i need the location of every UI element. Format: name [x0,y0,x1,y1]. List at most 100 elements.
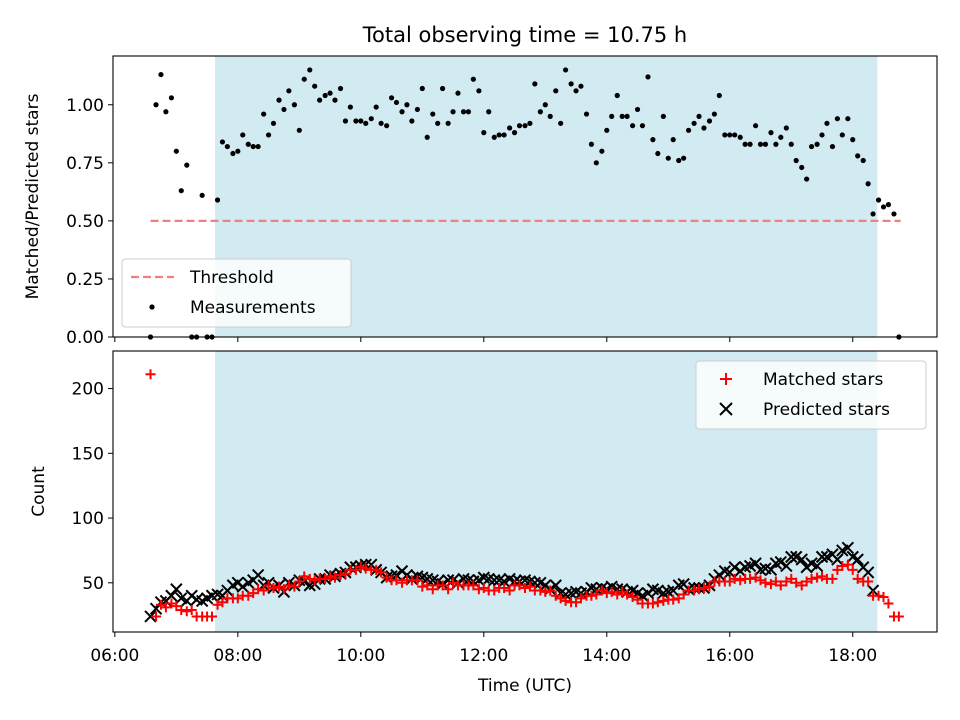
predicted-star-point [236,580,249,593]
measurement-point [301,76,307,82]
matched-star-point [791,577,802,588]
measurement-point [291,102,298,108]
predicted-star-point [774,555,788,569]
measurement-point [404,102,410,108]
predicted-star-point [861,566,875,579]
measurement-point [808,143,815,150]
bottom-axes-frame [112,350,938,633]
measurement-point [424,134,430,140]
matched-star-point [827,573,838,584]
measurement-point [752,123,759,129]
measurement-point [414,106,420,113]
measurement-point [850,137,856,143]
matched-star-point [520,582,530,593]
matched-star-point [186,604,197,615]
measurement-point [235,148,241,154]
y-axis-label: Count [29,466,49,517]
predicted-star-point [441,573,455,587]
x-tick-label: 06:00 [90,646,139,666]
predicted-star-point [390,568,403,582]
matched-star-point [852,573,863,584]
measurement-point [393,99,400,106]
matched-star-point [606,586,617,597]
matched-star-point [437,580,448,591]
predicted-star-point [866,584,880,597]
measurement-point [747,141,753,147]
measurement-point [855,153,861,159]
measurement-point [481,130,487,136]
measurement-point [875,197,882,203]
matched-star-point [335,570,346,581]
predicted-star-point [713,568,726,582]
measurement-point [250,143,256,150]
measurement-point [681,155,687,161]
measurement-point [240,132,246,138]
measurement-point [445,120,451,126]
measurement-point [691,120,697,126]
measurement-point [419,85,425,92]
measurement-point [440,85,446,92]
matched-star-point [560,595,571,606]
measurement-point [312,83,318,89]
matched-star-point [160,602,171,613]
matched-star-point [473,584,484,595]
matched-star-point [499,582,510,593]
matched-star-point [689,585,700,596]
measurement-point [578,83,584,89]
figure-title: Total observing time = 10.75 h [362,23,687,47]
measurement-point [516,123,523,129]
measurement-point [332,97,338,103]
measurement-point [368,116,374,122]
matched-star-point [299,571,310,582]
measurement-point [358,118,364,124]
measurement-point [265,132,272,138]
matched-star-point [760,577,771,588]
measurement-point [788,141,794,147]
y-tick-label: 150 [72,444,104,464]
matched-star-point [622,589,633,600]
measurement-point [880,204,887,210]
measurement-point [762,141,769,147]
measurement-point [276,97,282,103]
measurement-point [716,92,722,99]
x-axis-label: Time (UTC) [477,676,572,696]
bottom-legend-box [695,360,927,430]
matched-star-point [468,580,479,591]
measurement-point [501,132,507,138]
matched-star-point [575,593,586,604]
measurement-point [706,118,713,124]
matched-star-point [289,581,300,592]
measurement-point [824,120,830,126]
matched-star-point [309,575,320,586]
matched-star-point [873,590,884,601]
measurement-point [430,111,436,117]
measurement-point [562,67,569,73]
measurement-point [409,118,415,124]
bottom-panel: 50 100 150 200 06:00 08:00 10:00 12:00 14:00 16:0… [29,350,938,696]
measurement-point [870,211,876,217]
matched-star-point [304,573,315,584]
predicted-star-point [251,568,265,582]
x-tick-label: 16:00 [705,646,754,666]
predicted-star-point [165,589,178,602]
matched-star-point [376,567,387,578]
measurement-point [465,109,472,115]
measurement-point [778,134,784,140]
matched-star-point [258,585,269,596]
measurement-point [732,132,738,138]
legend-matched-swatch [720,373,732,385]
predicted-star-point [815,550,829,564]
matched-star-point [863,576,874,587]
predicted-star-point [549,579,562,592]
matched-star-point [412,575,423,586]
matched-star-point [586,590,597,601]
measurement-point [491,134,497,140]
measurement-point [860,157,866,164]
predicted-star-point [785,550,798,564]
measurement-point [342,118,349,124]
measurement-point [245,141,251,147]
measurement-point [460,109,467,115]
predicted-star-point [810,559,824,573]
measurement-point [496,132,502,138]
